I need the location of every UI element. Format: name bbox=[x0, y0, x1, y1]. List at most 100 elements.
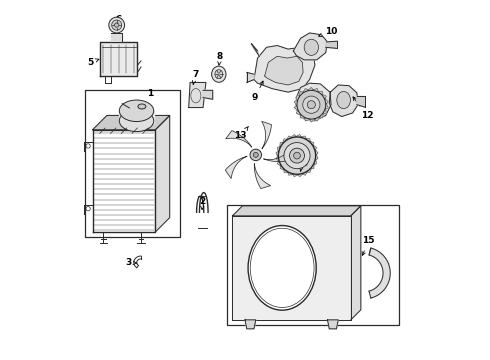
Text: 3: 3 bbox=[125, 258, 137, 267]
Polygon shape bbox=[329, 85, 358, 117]
Bar bbox=[227, 205, 399, 325]
Text: 2: 2 bbox=[199, 197, 206, 210]
Polygon shape bbox=[297, 153, 318, 161]
Text: 5: 5 bbox=[87, 58, 99, 67]
Polygon shape bbox=[300, 105, 311, 118]
Polygon shape bbox=[264, 150, 290, 162]
Polygon shape bbox=[297, 136, 306, 156]
Text: 14: 14 bbox=[295, 159, 308, 171]
Polygon shape bbox=[311, 102, 328, 109]
Circle shape bbox=[284, 143, 310, 169]
Polygon shape bbox=[282, 139, 297, 156]
Polygon shape bbox=[245, 320, 256, 329]
Polygon shape bbox=[290, 135, 297, 156]
Circle shape bbox=[290, 148, 304, 163]
Polygon shape bbox=[296, 105, 311, 116]
Circle shape bbox=[307, 101, 316, 109]
Polygon shape bbox=[277, 146, 297, 156]
Polygon shape bbox=[254, 164, 270, 189]
Text: 15: 15 bbox=[362, 237, 375, 255]
Polygon shape bbox=[294, 135, 302, 156]
Polygon shape bbox=[311, 105, 324, 118]
Polygon shape bbox=[189, 82, 206, 108]
Circle shape bbox=[250, 149, 262, 161]
Polygon shape bbox=[296, 95, 311, 105]
Polygon shape bbox=[369, 248, 390, 298]
Polygon shape bbox=[280, 143, 297, 156]
Polygon shape bbox=[276, 156, 297, 163]
Ellipse shape bbox=[215, 70, 223, 79]
Polygon shape bbox=[311, 98, 328, 105]
Bar bbox=[85, 90, 180, 237]
Ellipse shape bbox=[119, 100, 154, 122]
Text: 12: 12 bbox=[353, 97, 373, 120]
Polygon shape bbox=[311, 105, 320, 121]
Polygon shape bbox=[311, 105, 326, 114]
Text: 11: 11 bbox=[305, 97, 322, 116]
Polygon shape bbox=[311, 94, 326, 105]
Polygon shape bbox=[297, 156, 314, 169]
Ellipse shape bbox=[304, 39, 319, 55]
Text: 13: 13 bbox=[234, 126, 248, 140]
Polygon shape bbox=[251, 44, 259, 56]
Polygon shape bbox=[265, 56, 303, 85]
Text: 9: 9 bbox=[252, 81, 263, 102]
Polygon shape bbox=[276, 151, 297, 158]
Polygon shape bbox=[326, 41, 337, 48]
Polygon shape bbox=[232, 216, 351, 320]
Polygon shape bbox=[357, 96, 365, 107]
Polygon shape bbox=[297, 148, 318, 156]
Polygon shape bbox=[286, 136, 297, 156]
Polygon shape bbox=[309, 105, 316, 122]
Polygon shape bbox=[225, 156, 247, 179]
Polygon shape bbox=[277, 156, 297, 167]
Text: 4: 4 bbox=[128, 117, 140, 134]
Polygon shape bbox=[297, 141, 314, 156]
Polygon shape bbox=[111, 33, 122, 42]
Polygon shape bbox=[280, 156, 297, 170]
Polygon shape bbox=[100, 42, 137, 76]
Text: 6: 6 bbox=[116, 15, 122, 24]
Polygon shape bbox=[351, 206, 361, 320]
Polygon shape bbox=[297, 138, 310, 156]
Polygon shape bbox=[294, 33, 327, 60]
Polygon shape bbox=[284, 156, 297, 173]
Polygon shape bbox=[297, 144, 317, 156]
Polygon shape bbox=[292, 156, 299, 177]
Circle shape bbox=[112, 20, 122, 30]
Polygon shape bbox=[297, 156, 317, 165]
Polygon shape bbox=[311, 89, 318, 105]
Polygon shape bbox=[288, 156, 297, 175]
Polygon shape bbox=[297, 156, 308, 175]
Text: 1: 1 bbox=[147, 89, 153, 98]
Polygon shape bbox=[297, 156, 312, 172]
Circle shape bbox=[253, 152, 258, 157]
Text: 7: 7 bbox=[192, 70, 199, 84]
Polygon shape bbox=[247, 72, 254, 82]
Ellipse shape bbox=[337, 91, 350, 109]
Circle shape bbox=[115, 23, 119, 27]
Polygon shape bbox=[294, 100, 311, 107]
Polygon shape bbox=[226, 131, 252, 147]
Polygon shape bbox=[203, 90, 213, 99]
Ellipse shape bbox=[119, 110, 154, 132]
Polygon shape bbox=[294, 105, 311, 112]
Ellipse shape bbox=[138, 104, 146, 109]
Text: 10: 10 bbox=[318, 27, 337, 36]
Polygon shape bbox=[232, 206, 361, 216]
Circle shape bbox=[294, 152, 300, 159]
Text: 8: 8 bbox=[217, 53, 223, 65]
Polygon shape bbox=[306, 87, 314, 105]
Polygon shape bbox=[119, 111, 154, 123]
Polygon shape bbox=[254, 45, 315, 92]
Polygon shape bbox=[327, 320, 338, 329]
Polygon shape bbox=[311, 91, 322, 105]
Ellipse shape bbox=[248, 226, 316, 310]
Polygon shape bbox=[304, 105, 311, 121]
Polygon shape bbox=[299, 91, 311, 105]
Circle shape bbox=[303, 96, 320, 113]
Ellipse shape bbox=[212, 66, 226, 82]
Polygon shape bbox=[262, 121, 271, 149]
Polygon shape bbox=[297, 156, 304, 177]
Polygon shape bbox=[296, 83, 331, 121]
